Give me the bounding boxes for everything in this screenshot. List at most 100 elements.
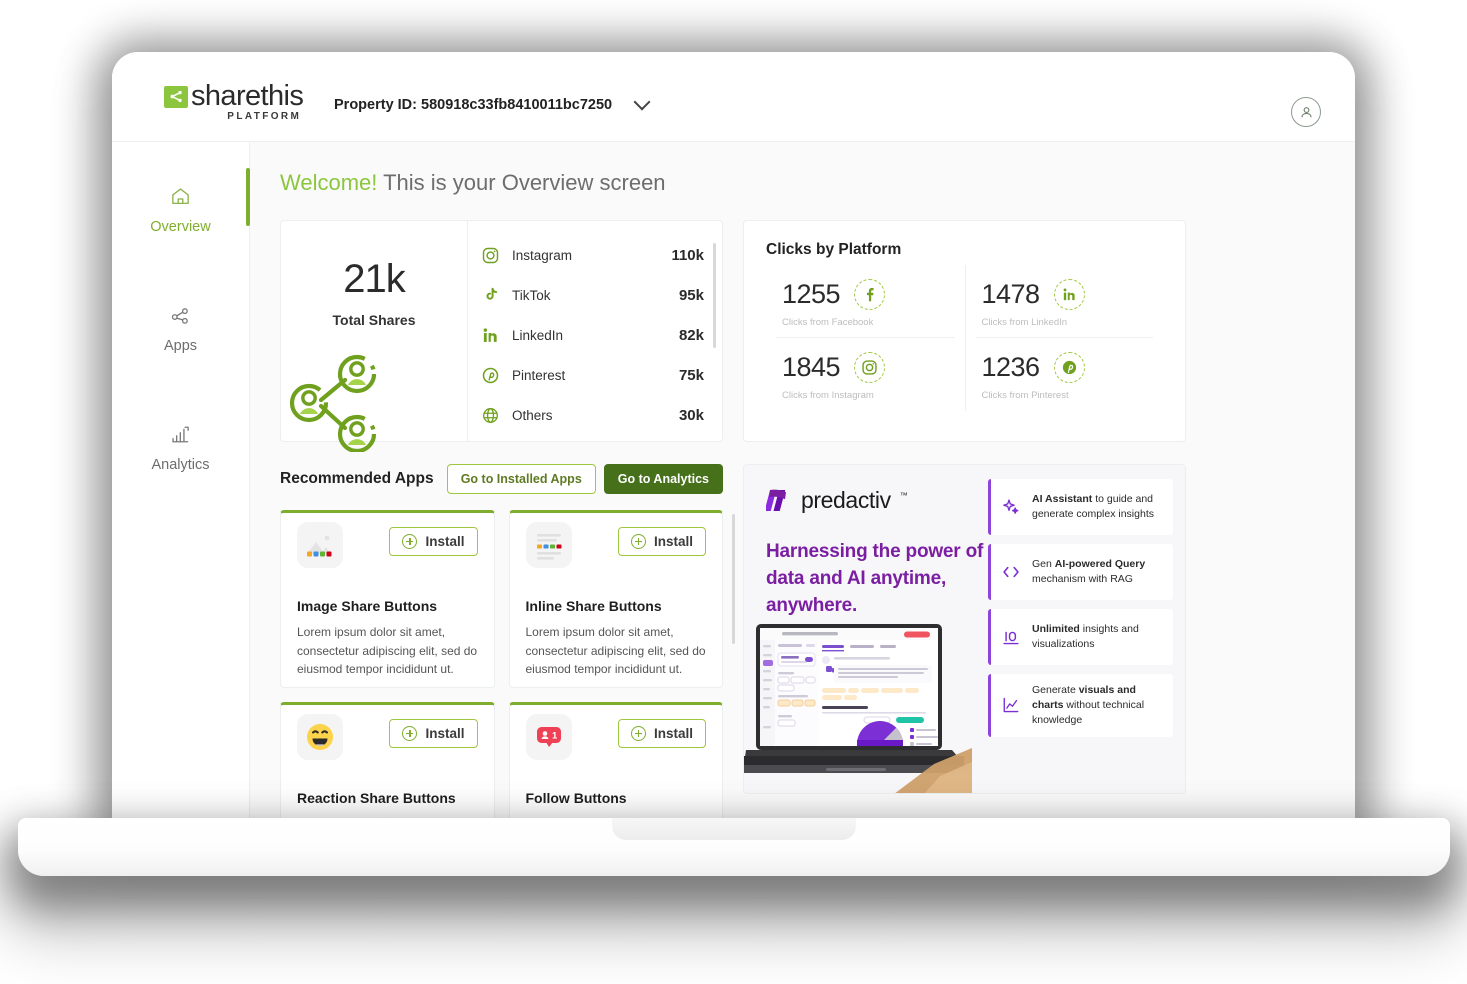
platform-name: TikTok — [512, 287, 551, 303]
feature-generate-visuals: Generate visuals and charts without tech… — [988, 674, 1173, 737]
welcome-highlight: Welcome! — [280, 170, 378, 195]
platform-value: 110k — [671, 246, 704, 264]
user-avatar-icon[interactable] — [1291, 97, 1321, 127]
clicks-cell-facebook: 1255 Clicks from Facebook — [766, 265, 965, 338]
app-title: Follow Buttons — [525, 790, 627, 806]
instagram-icon — [482, 247, 508, 264]
total-shares-summary: 21k Total Shares — [281, 221, 468, 454]
go-to-installed-apps-button[interactable]: Go to Installed Apps — [446, 464, 596, 494]
sidebar-item-analytics[interactable]: Analytics — [112, 410, 249, 487]
logo-wordmark: sharethis — [191, 80, 304, 112]
clicks-caption: Clicks from Facebook — [782, 317, 874, 328]
share-network-people-icon — [287, 348, 387, 457]
app-description: Lorem ipsum dolor sit amet, consectetur … — [297, 625, 478, 677]
total-shares-value: 21k — [343, 257, 405, 301]
clicks-value: 1236 — [981, 352, 1041, 382]
feature-bold: visuals and charts — [1032, 684, 1136, 711]
property-selector[interactable]: Property ID: 580918c33fb8410011bc7250 — [334, 93, 651, 113]
apps-grid: Install — [280, 510, 735, 824]
feature-text: Unlimited insights and visualizations — [1032, 622, 1163, 652]
plus-circle-icon — [630, 534, 646, 549]
app-header: sharethis PLATFORM Property ID: 580918c3… — [112, 52, 1355, 142]
pinterest-icon — [482, 367, 508, 384]
apps-and-promo-row: Recommended Apps Go to Installed Apps Go… — [280, 464, 1325, 824]
welcome-rest: This is your Overview screen — [377, 170, 666, 195]
promo-headline: Harnessing the power of data and AI anyt… — [766, 541, 984, 616]
feature-ai-query: Gen AI-powered Query mechanism with RAG — [988, 544, 1173, 600]
property-id-label: Property ID: 580918c33fb8410011bc7250 — [334, 97, 613, 113]
globe-icon — [482, 407, 508, 424]
app-description: Lorem ipsum dolor sit amet, consectetur … — [525, 625, 706, 677]
sidebar-item-label: Analytics — [151, 457, 210, 473]
inline-share-icon — [525, 522, 572, 568]
install-label: Install — [653, 534, 693, 549]
shares-breakdown-list: Instagram 110k TikTok 95k — [468, 221, 722, 441]
pinterest-icon — [1053, 352, 1085, 383]
feature-bold: Unlimited — [1032, 623, 1080, 636]
clicks-by-platform-card: Clicks by Platform 1255 Clicks from Face… — [743, 220, 1186, 442]
platform-value: 30k — [678, 406, 704, 424]
install-button[interactable]: Install — [617, 527, 706, 556]
sidebar-item-overview[interactable]: Overview — [112, 168, 250, 249]
logo-subtitle: PLATFORM — [227, 111, 302, 122]
sparkle-icon — [1000, 497, 1022, 517]
trademark-symbol: ™ — [899, 491, 908, 500]
clicks-caption: Clicks from Pinterest — [981, 390, 1069, 401]
main-content: Welcome! This is your Overview screen 21… — [250, 142, 1355, 824]
feature-ai-assistant: AI Assistant to guide and generate compl… — [988, 479, 1173, 535]
feature-rest: to guide and generate complex insights — [1032, 493, 1154, 520]
smiley-reaction-icon — [297, 714, 343, 760]
app-card-image-share-buttons[interactable]: Install — [280, 510, 495, 688]
list-item: Others 30k — [482, 395, 704, 435]
sidebar-item-apps[interactable]: Apps — [112, 291, 249, 368]
predactiv-wordmark: predactiv — [801, 487, 891, 513]
feature-rest: mechanism with RAG — [1032, 573, 1133, 585]
platform-name: Instagram — [512, 247, 573, 263]
apps-section-title: Recommended Apps — [280, 470, 434, 487]
recommended-apps-section: Recommended Apps Go to Installed Apps Go… — [280, 464, 735, 824]
install-label: Install — [653, 726, 693, 741]
sharethis-mark-icon — [164, 85, 188, 108]
install-button[interactable]: Install — [389, 719, 478, 748]
linkedin-icon — [1053, 279, 1085, 310]
laptop-lid: sharethis PLATFORM Property ID: 580918c3… — [112, 52, 1355, 824]
list-item: LinkedIn 82k — [482, 315, 704, 355]
sidebar-item-label: Overview — [150, 219, 211, 235]
list-item: TikTok 95k — [482, 275, 704, 315]
platform-name: Pinterest — [512, 367, 566, 383]
app-card-reaction-share-buttons[interactable]: Install — [280, 702, 495, 824]
clicks-cell-linkedin: 1478 Clicks from LinkedIn — [964, 265, 1164, 338]
predactiv-promo-panel[interactable]: predactiv ™ Harnessing the power of data… — [743, 464, 1186, 794]
shares-scrollbar[interactable] — [713, 243, 716, 348]
feature-text: Gen AI-powered Query mechanism with RAG — [1032, 557, 1163, 587]
apps-header: Recommended Apps Go to Installed Apps Go… — [280, 464, 723, 494]
chevron-down-icon[interactable] — [633, 93, 651, 111]
feature-text: Generate visuals and charts without tech… — [1032, 683, 1163, 728]
svg-text:1: 1 — [551, 730, 557, 741]
feature-unlimited-insights: Unlimited insights and visualizations — [988, 609, 1173, 665]
total-shares-card: 21k Total Shares — [280, 220, 723, 454]
clicks-value: 1255 — [782, 279, 841, 309]
platform-name: Others — [512, 407, 553, 423]
bar-chart-icon — [170, 424, 191, 450]
linkedin-icon — [482, 327, 508, 344]
install-button[interactable]: Install — [617, 719, 706, 748]
install-label: Install — [425, 726, 465, 741]
clicks-value: 1478 — [981, 279, 1041, 309]
install-button[interactable]: Install — [389, 527, 478, 556]
platform-name: LinkedIn — [512, 327, 564, 343]
apps-scrollbar[interactable] — [732, 514, 735, 644]
app-title: Inline Share Buttons — [525, 598, 662, 614]
promo-left: predactiv ™ Harnessing the power of data… — [744, 465, 984, 793]
feature-text: AI Assistant to guide and generate compl… — [1032, 492, 1163, 522]
clicks-cell-pinterest: 1236 Clicks from Pinterest — [964, 338, 1164, 411]
facebook-icon — [854, 279, 886, 310]
image-share-icon — [297, 522, 343, 568]
total-shares-label: Total Shares — [332, 312, 416, 328]
sharethis-logo[interactable]: sharethis PLATFORM — [164, 80, 304, 122]
app-card-follow-buttons[interactable]: Install — [508, 702, 723, 824]
go-to-analytics-button[interactable]: Go to Analytics — [603, 464, 723, 494]
app-card-inline-share-buttons[interactable]: Install — [508, 510, 723, 688]
code-icon — [1000, 562, 1022, 582]
